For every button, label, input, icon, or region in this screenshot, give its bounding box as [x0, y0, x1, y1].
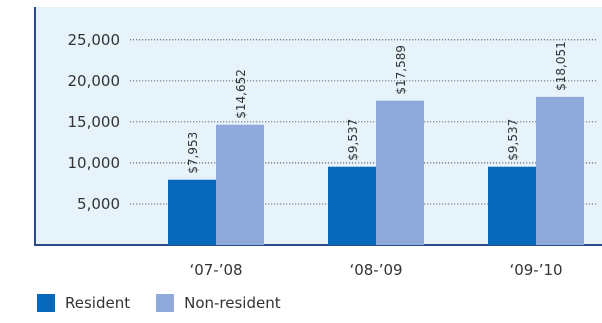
- legend-swatch-resident: [37, 294, 55, 312]
- bar-resident-1: [328, 166, 376, 245]
- y-tick-label-15000: 15,000: [68, 113, 121, 131]
- x-tick-label-2: ‘09-’10: [509, 261, 562, 279]
- legend-label-non-resident: Non-resident: [184, 294, 281, 312]
- data-label-non-resident-0: $14,652: [234, 69, 248, 119]
- x-tick-label-1: ‘08-’09: [349, 261, 402, 279]
- data-label-non-resident-2: $18,051: [554, 41, 568, 91]
- y-tick-label-25000: 25,000: [68, 31, 121, 49]
- bar-non-resident-2: [536, 96, 584, 246]
- bar-resident-2: [488, 166, 536, 245]
- y-tick-label-5000: 5,000: [77, 195, 120, 213]
- legend: Resident Non-resident: [37, 294, 307, 312]
- bar-non-resident-0: [216, 124, 264, 245]
- x-tick-label-0: ‘07-’08: [189, 261, 242, 279]
- y-tick-label-10000: 10,000: [68, 154, 121, 172]
- legend-label-resident: Resident: [65, 294, 131, 312]
- data-label-non-resident-1: $17,589: [394, 45, 408, 95]
- legend-swatch-non-resident: [156, 294, 175, 312]
- bar-non-resident-1: [376, 100, 424, 245]
- y-tick-label-20000: 20,000: [68, 72, 121, 90]
- legend-item-resident: Resident: [37, 294, 130, 312]
- data-label-resident-2: $9,537: [506, 119, 520, 161]
- data-label-resident-1: $9,537: [346, 119, 360, 161]
- bar-resident-0: [168, 179, 216, 245]
- data-label-resident-0: $7,953: [186, 132, 200, 174]
- legend-item-non-resident: Non-resident: [156, 294, 281, 312]
